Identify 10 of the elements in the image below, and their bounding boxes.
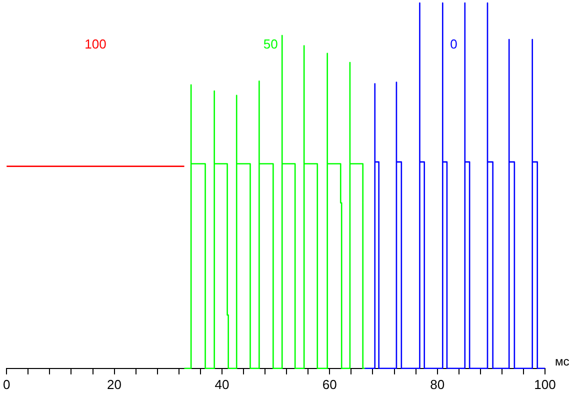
x-tick-label: 40 bbox=[214, 376, 230, 392]
x-tick-label: 100 bbox=[534, 376, 556, 392]
series-label: 0 bbox=[450, 36, 458, 52]
x-tick-label: 60 bbox=[322, 376, 337, 392]
series-label: 50 bbox=[263, 36, 278, 52]
x-tick-label: 20 bbox=[107, 376, 122, 392]
x-tick-label: 0 bbox=[3, 376, 10, 392]
text: 100 bbox=[84, 36, 106, 52]
x-tick-label: 80 bbox=[430, 376, 445, 392]
x-axis-title: мс bbox=[555, 354, 569, 369]
